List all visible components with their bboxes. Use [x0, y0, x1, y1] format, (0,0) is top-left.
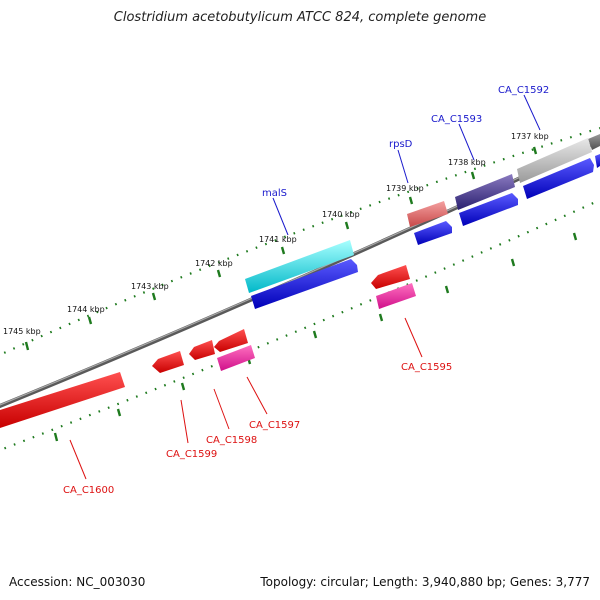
tick-label: 1737 kbp — [511, 132, 549, 141]
gene-feature[interactable] — [189, 340, 215, 360]
leader-line — [180, 399, 189, 444]
gene-feature[interactable] — [0, 372, 125, 428]
major-tick — [280, 246, 286, 255]
gene-feature[interactable] — [371, 265, 410, 289]
major-tick — [510, 258, 516, 267]
leader-line — [69, 439, 87, 480]
major-tick — [532, 146, 538, 155]
gene-feature[interactable] — [376, 283, 416, 309]
tick-label: 1741 kbp — [259, 235, 297, 244]
gene-label[interactable]: CA_C1595 — [401, 362, 452, 373]
gene-feature[interactable] — [588, 134, 600, 150]
gene-feature[interactable] — [523, 158, 594, 199]
leader-line — [397, 149, 409, 184]
accession-text: Accession: NC_003030 — [9, 575, 146, 589]
outer-major-ticks — [24, 146, 538, 351]
major-tick — [378, 313, 384, 322]
major-tick — [408, 196, 414, 205]
gene-label[interactable]: CA_C1599 — [166, 449, 217, 460]
tick-label: 1743 kbp — [131, 282, 169, 291]
tick-label: 1742 kbp — [195, 259, 233, 268]
gene-label[interactable]: CA_C1597 — [249, 420, 300, 431]
gene-feature[interactable] — [214, 329, 248, 352]
gene-label[interactable]: malS — [262, 188, 287, 199]
major-tick — [24, 341, 30, 351]
genome-summary-text: Topology: circular; Length: 3,940,880 bp… — [260, 575, 590, 589]
gene-label[interactable]: rpsD — [389, 139, 413, 150]
gene-label[interactable]: CA_C1598 — [206, 435, 257, 446]
leader-line — [213, 388, 230, 430]
tick-label: 1744 kbp — [67, 305, 105, 314]
gene-label[interactable]: CA_C1600 — [63, 485, 114, 496]
map-title: Clostridium acetobutylicum ATCC 824, com… — [113, 10, 487, 25]
major-tick — [444, 285, 450, 294]
gene-label[interactable]: CA_C1593 — [431, 114, 482, 125]
major-tick — [151, 292, 157, 301]
leader-line — [272, 197, 289, 236]
gene-feature[interactable] — [217, 345, 255, 371]
major-tick — [87, 316, 93, 325]
major-tick — [116, 408, 122, 417]
reverse-features — [0, 265, 416, 428]
major-tick — [470, 171, 476, 180]
tick-label: 1745 kbp — [3, 327, 41, 336]
inner-tick-ring — [0, 198, 600, 452]
label-leaders — [69, 94, 541, 480]
major-tick — [312, 330, 318, 339]
gene-feature[interactable] — [595, 154, 600, 168]
gene-feature[interactable] — [407, 201, 448, 227]
gene-label[interactable]: CA_C1592 — [498, 85, 549, 96]
leader-line — [404, 317, 423, 358]
inner-major-ticks — [53, 232, 578, 442]
gene-feature[interactable] — [251, 259, 358, 309]
major-tick — [180, 382, 186, 391]
tick-label: 1738 kbp — [448, 158, 486, 167]
major-tick — [572, 232, 578, 241]
tick-label: 1740 kbp — [322, 210, 360, 219]
gene-feature[interactable] — [459, 193, 518, 226]
major-tick — [344, 221, 350, 230]
tick-label: 1739 kbp — [386, 184, 424, 193]
major-tick — [216, 269, 222, 278]
gene-feature[interactable] — [517, 138, 592, 183]
leader-line — [246, 376, 268, 415]
leader-line — [523, 94, 541, 131]
gene-feature[interactable] — [455, 174, 515, 210]
major-tick — [53, 432, 59, 442]
forward-features — [245, 134, 600, 309]
gene-feature[interactable] — [414, 221, 452, 245]
leader-line — [458, 123, 475, 161]
gene-feature[interactable] — [152, 351, 184, 373]
gene-feature[interactable] — [245, 240, 354, 293]
genome-backbone-highlight — [0, 139, 600, 406]
